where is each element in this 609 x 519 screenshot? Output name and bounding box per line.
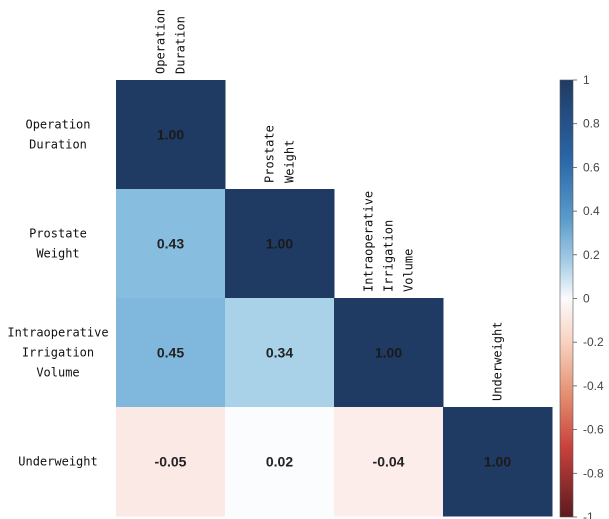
heatmap-cell-1-0 xyxy=(116,189,226,299)
row-label-line: Weight xyxy=(36,247,79,261)
heatmap-cell-3-3 xyxy=(443,407,553,517)
row-label-0: Operation Duration xyxy=(25,118,90,152)
column-label-line: Volume xyxy=(402,249,416,292)
column-label-line: Duration xyxy=(174,16,188,74)
cell-value-labels: 1.00 0.43 1.00 0.45 0.34 1.00 -0.05 0.02 -0.04 1.… xyxy=(155,127,512,470)
heatmap-cell-2-2 xyxy=(334,298,444,408)
colorbar-tick-label: -0.6 xyxy=(583,423,604,437)
column-labels: Operation Duration Prostate Weight Intraoper… xyxy=(154,9,505,401)
cell-value-1-0: 0.43 xyxy=(157,236,184,252)
colorbar-tick-label: -1 xyxy=(583,510,594,519)
colorbar-ticks: 1 0.8 0.6 0.4 0.2 0 -0.2 -0.4 -0.6 -0.8 -1 xyxy=(573,73,604,519)
column-label-2: Intraoperative Irrigation Volume xyxy=(362,191,416,292)
cell-value-3-3: 1.00 xyxy=(484,454,511,470)
colorbar-tick-label: 0 xyxy=(583,292,590,306)
row-label-line: Duration xyxy=(29,138,87,152)
row-label-1: Prostate Weight xyxy=(29,227,87,261)
cell-value-2-1: 0.34 xyxy=(266,345,293,361)
column-label-line: Weight xyxy=(283,140,297,183)
colorbar-tick-label: 0.8 xyxy=(583,117,600,131)
cell-value-3-0: -0.05 xyxy=(155,454,187,470)
heatmap-cell-1-1 xyxy=(225,189,335,299)
row-labels: Operation Duration Prostate Weight Intraoper… xyxy=(7,118,108,469)
row-label-3: Underweight xyxy=(18,455,97,469)
column-label-3: Underweight xyxy=(491,322,505,401)
colorbar-tick-label: 1 xyxy=(583,73,590,87)
heatmap-cell-3-0 xyxy=(116,407,226,517)
cell-value-3-1: 0.02 xyxy=(266,454,293,470)
row-label-line: Intraoperative xyxy=(7,326,108,340)
colorbar: 1 0.8 0.6 0.4 0.2 0 -0.2 -0.4 -0.6 -0.8 -1 xyxy=(559,73,604,519)
colorbar-tick-label: -0.4 xyxy=(583,379,604,393)
row-label-line: Operation xyxy=(25,118,90,132)
cell-value-0-0: 1.00 xyxy=(157,127,184,143)
cell-value-2-2: 1.00 xyxy=(375,345,402,361)
heatmap-cell-3-1 xyxy=(225,407,335,517)
row-label-2: Intraoperative Irrigation Volume xyxy=(7,326,108,380)
colorbar-gradient xyxy=(559,79,574,518)
column-label-line: Prostate xyxy=(263,125,277,183)
column-label-line: Operation xyxy=(154,9,168,74)
cell-value-1-1: 1.00 xyxy=(266,236,293,252)
row-label-line: Underweight xyxy=(18,455,97,469)
column-label-line: Intraoperative xyxy=(362,191,376,292)
heatmap-cell-2-0 xyxy=(116,298,226,408)
column-label-1: Prostate Weight xyxy=(263,125,297,183)
row-label-line: Prostate xyxy=(29,227,87,241)
column-label-line: Underweight xyxy=(491,322,505,401)
heatmap-cell-3-2 xyxy=(334,407,444,517)
heatmap-cell-0-0 xyxy=(116,80,226,190)
column-label-0: Operation Duration xyxy=(154,9,188,74)
colorbar-tick-label: -0.8 xyxy=(583,466,604,480)
colorbar-tick-label: -0.2 xyxy=(583,335,604,349)
row-label-line: Irrigation xyxy=(22,346,94,360)
cell-value-2-0: 0.45 xyxy=(157,345,184,361)
colorbar-tick-label: 0.2 xyxy=(583,248,600,262)
row-label-line: Volume xyxy=(36,366,79,380)
colorbar-tick-label: 0.6 xyxy=(583,160,600,174)
column-label-line: Irrigation xyxy=(382,220,396,292)
heatmap-cells xyxy=(116,80,553,517)
colorbar-tick-label: 0.4 xyxy=(583,204,600,218)
heatmap-cell-2-1 xyxy=(225,298,335,408)
cell-value-3-2: -0.04 xyxy=(373,454,405,470)
